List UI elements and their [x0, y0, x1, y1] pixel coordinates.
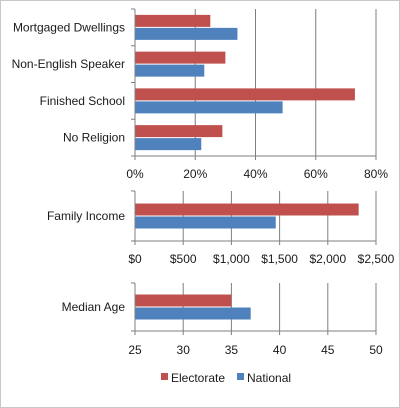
bar-electorate	[135, 125, 223, 138]
bar-national	[135, 138, 202, 151]
category-label: Non-English Speaker	[12, 57, 125, 71]
x-tick-label: $0	[128, 252, 142, 266]
x-tick-label: 40	[273, 343, 287, 357]
x-tick-label: 25	[128, 343, 142, 357]
bar-national	[135, 27, 238, 40]
bar-electorate	[135, 88, 355, 101]
category-label: Mortgaged Dwellings	[13, 20, 125, 34]
x-tick-label: $2,500	[358, 252, 395, 266]
chart-2: 25 30 35 40 45 50 Median Age	[62, 282, 383, 357]
category-label: Finished School	[40, 94, 125, 108]
bar-electorate	[135, 294, 232, 307]
bar-national	[135, 101, 283, 114]
legend-label-electorate: Electorate	[171, 371, 225, 385]
category-label: Median Age	[62, 300, 126, 314]
x-tick-label: 60%	[304, 167, 328, 181]
bar-national	[135, 64, 205, 77]
legend: Electorate National	[161, 371, 291, 385]
x-tick-label: $1,000	[213, 252, 250, 266]
category-label: Family Income	[47, 209, 125, 223]
legend-swatch-electorate	[161, 373, 168, 380]
x-tick-label: 35	[225, 343, 239, 357]
x-tick-label: 80%	[364, 167, 388, 181]
legend-swatch-national	[237, 373, 244, 380]
legend-label-national: National	[247, 371, 291, 385]
x-tick-label: $1,500	[261, 252, 298, 266]
x-tick-label: $2,000	[309, 252, 346, 266]
x-tick-label: 45	[321, 343, 335, 357]
bar-national	[135, 307, 251, 320]
bar-electorate	[135, 51, 226, 64]
bar-electorate	[135, 203, 359, 216]
plots: 0% 20% 40% 60% 80% Mortgaged Dwellings Non-Eng…	[12, 8, 395, 357]
bar-electorate	[135, 14, 211, 27]
x-tick-label: 50	[369, 343, 383, 357]
category-label: No Religion	[63, 131, 125, 145]
chart-1: $0 $500 $1,000 $1,500 $2,000 $2,500 Family Inc…	[47, 190, 395, 266]
bar-national	[135, 216, 276, 229]
x-tick-label: 0%	[126, 167, 144, 181]
chart-0: 0% 20% 40% 60% 80% Mortgaged Dwellings Non-Eng…	[12, 8, 388, 181]
x-tick-label: 20%	[183, 167, 207, 181]
x-tick-label: 40%	[243, 167, 267, 181]
x-tick-label: $500	[170, 252, 197, 266]
x-tick-label: 30	[177, 343, 191, 357]
